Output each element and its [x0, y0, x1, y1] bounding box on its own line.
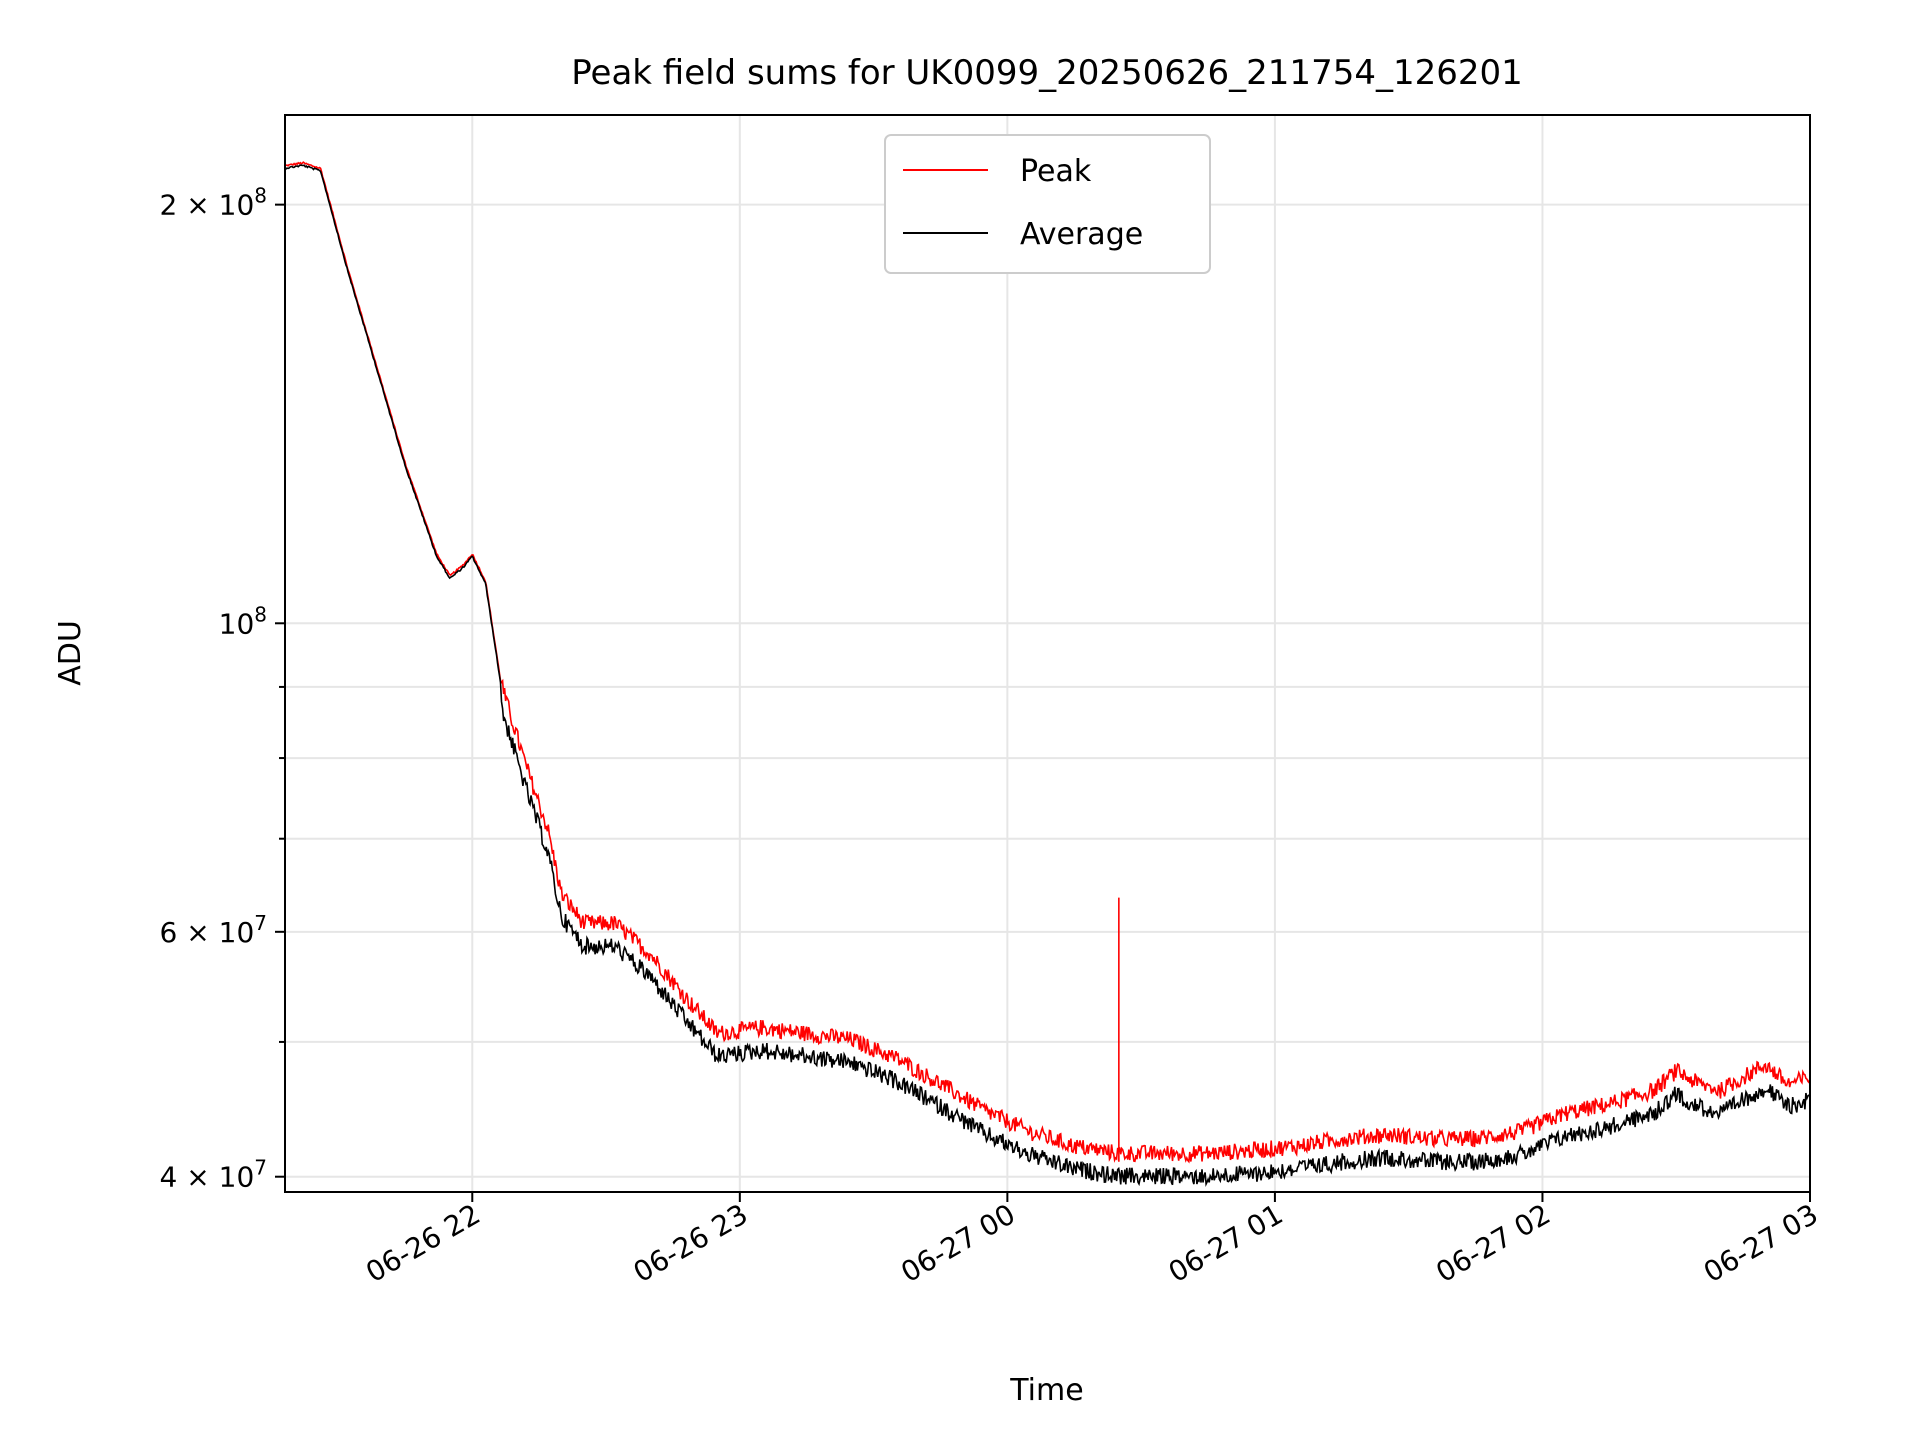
x-axis-label: Time — [1009, 1373, 1083, 1408]
y-tick-label: 2 × 108 — [160, 184, 267, 222]
legend: Peak Average — [884, 134, 1211, 274]
y-tick-label: 6 × 107 — [160, 911, 267, 949]
y-tick-label: 4 × 107 — [160, 1156, 267, 1194]
y-tick-label: 108 — [219, 602, 267, 640]
y-axis-ticks: 4 × 107 6 × 107 108 2 × 108 — [160, 184, 285, 1194]
legend-average-label: Average — [1020, 217, 1143, 252]
series-line-average — [284, 164, 1811, 1187]
series-line-peak — [284, 161, 1811, 1164]
plot-frame — [284, 114, 1811, 1193]
plot-lines — [284, 161, 1811, 1187]
y-axis-label: ADU — [53, 620, 88, 686]
legend-peak-label: Peak — [1020, 154, 1092, 189]
chart-title: Peak field sums for UK0099_20250626_2117… — [571, 53, 1523, 93]
